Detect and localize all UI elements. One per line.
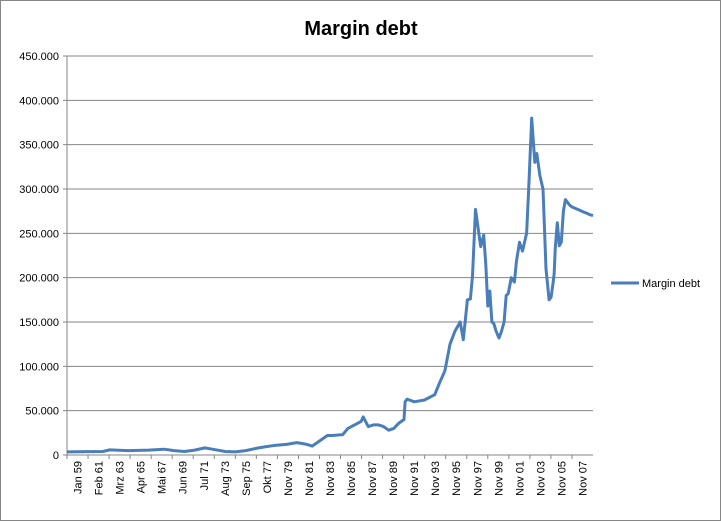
x-tick-label: Nov 03 <box>535 461 547 496</box>
x-tick-label: Nov 89 <box>388 461 400 496</box>
x-tick-label: Mai 67 <box>157 461 169 494</box>
y-tick-label: 300.000 <box>19 184 59 196</box>
y-tick-label: 250.000 <box>19 228 59 240</box>
legend-label: Margin debt <box>642 278 700 290</box>
x-tick-label: Okt 77 <box>262 461 274 493</box>
y-tick-label: 400.000 <box>19 95 59 107</box>
x-tick-label: Mrz 63 <box>115 461 127 495</box>
x-tick-label: Jul 71 <box>199 461 211 490</box>
x-tick-label: Nov 99 <box>493 461 505 496</box>
series-line-0 <box>66 116 594 454</box>
x-tick-label: Nov 79 <box>283 461 295 496</box>
x-tick-label: Nov 91 <box>409 461 421 496</box>
x-axis-ticks: Jan 59 Feb 61 Mrz 63 Apr 65 Mai 67 Jun 69 Jul … <box>66 455 589 496</box>
legend: Margin debt <box>611 278 700 290</box>
x-tick-label: Nov 07 <box>577 461 589 496</box>
chart-title: Margin debt <box>304 18 418 40</box>
x-tick-label: Nov 81 <box>304 461 316 496</box>
x-tick-label: Nov 97 <box>472 461 484 496</box>
series-group <box>66 116 594 454</box>
gridlines <box>67 55 593 412</box>
y-tick-label: 0 <box>53 450 59 462</box>
x-tick-label: Nov 83 <box>325 461 337 496</box>
x-tick-label: Apr 65 <box>136 461 148 493</box>
x-tick-label: Jun 69 <box>178 461 190 494</box>
y-tick-label: 450.000 <box>19 51 59 63</box>
x-tick-label: Jan 59 <box>73 461 85 494</box>
x-tick-label: Nov 05 <box>556 461 568 496</box>
x-tick-label: Nov 85 <box>346 461 358 496</box>
y-tick-label: 150.000 <box>19 317 59 329</box>
x-tick-label: Feb 61 <box>94 461 106 495</box>
x-tick-label: Nov 95 <box>451 461 463 496</box>
x-tick-label: Sep 75 <box>241 461 253 496</box>
y-tick-label: 100.000 <box>19 361 59 373</box>
y-tick-label: 50.000 <box>25 406 59 418</box>
y-tick-label: 350.000 <box>19 140 59 152</box>
y-axis-ticks: 0 50.000 100.000 150.000 200.000 250.000 300.0… <box>19 51 67 462</box>
axes <box>66 56 593 456</box>
x-tick-label: Nov 93 <box>430 461 442 496</box>
x-tick-label: Nov 87 <box>367 461 379 496</box>
y-tick-label: 200.000 <box>19 273 59 285</box>
x-tick-label: Aug 73 <box>220 461 232 496</box>
x-tick-label: Nov 01 <box>514 461 526 496</box>
